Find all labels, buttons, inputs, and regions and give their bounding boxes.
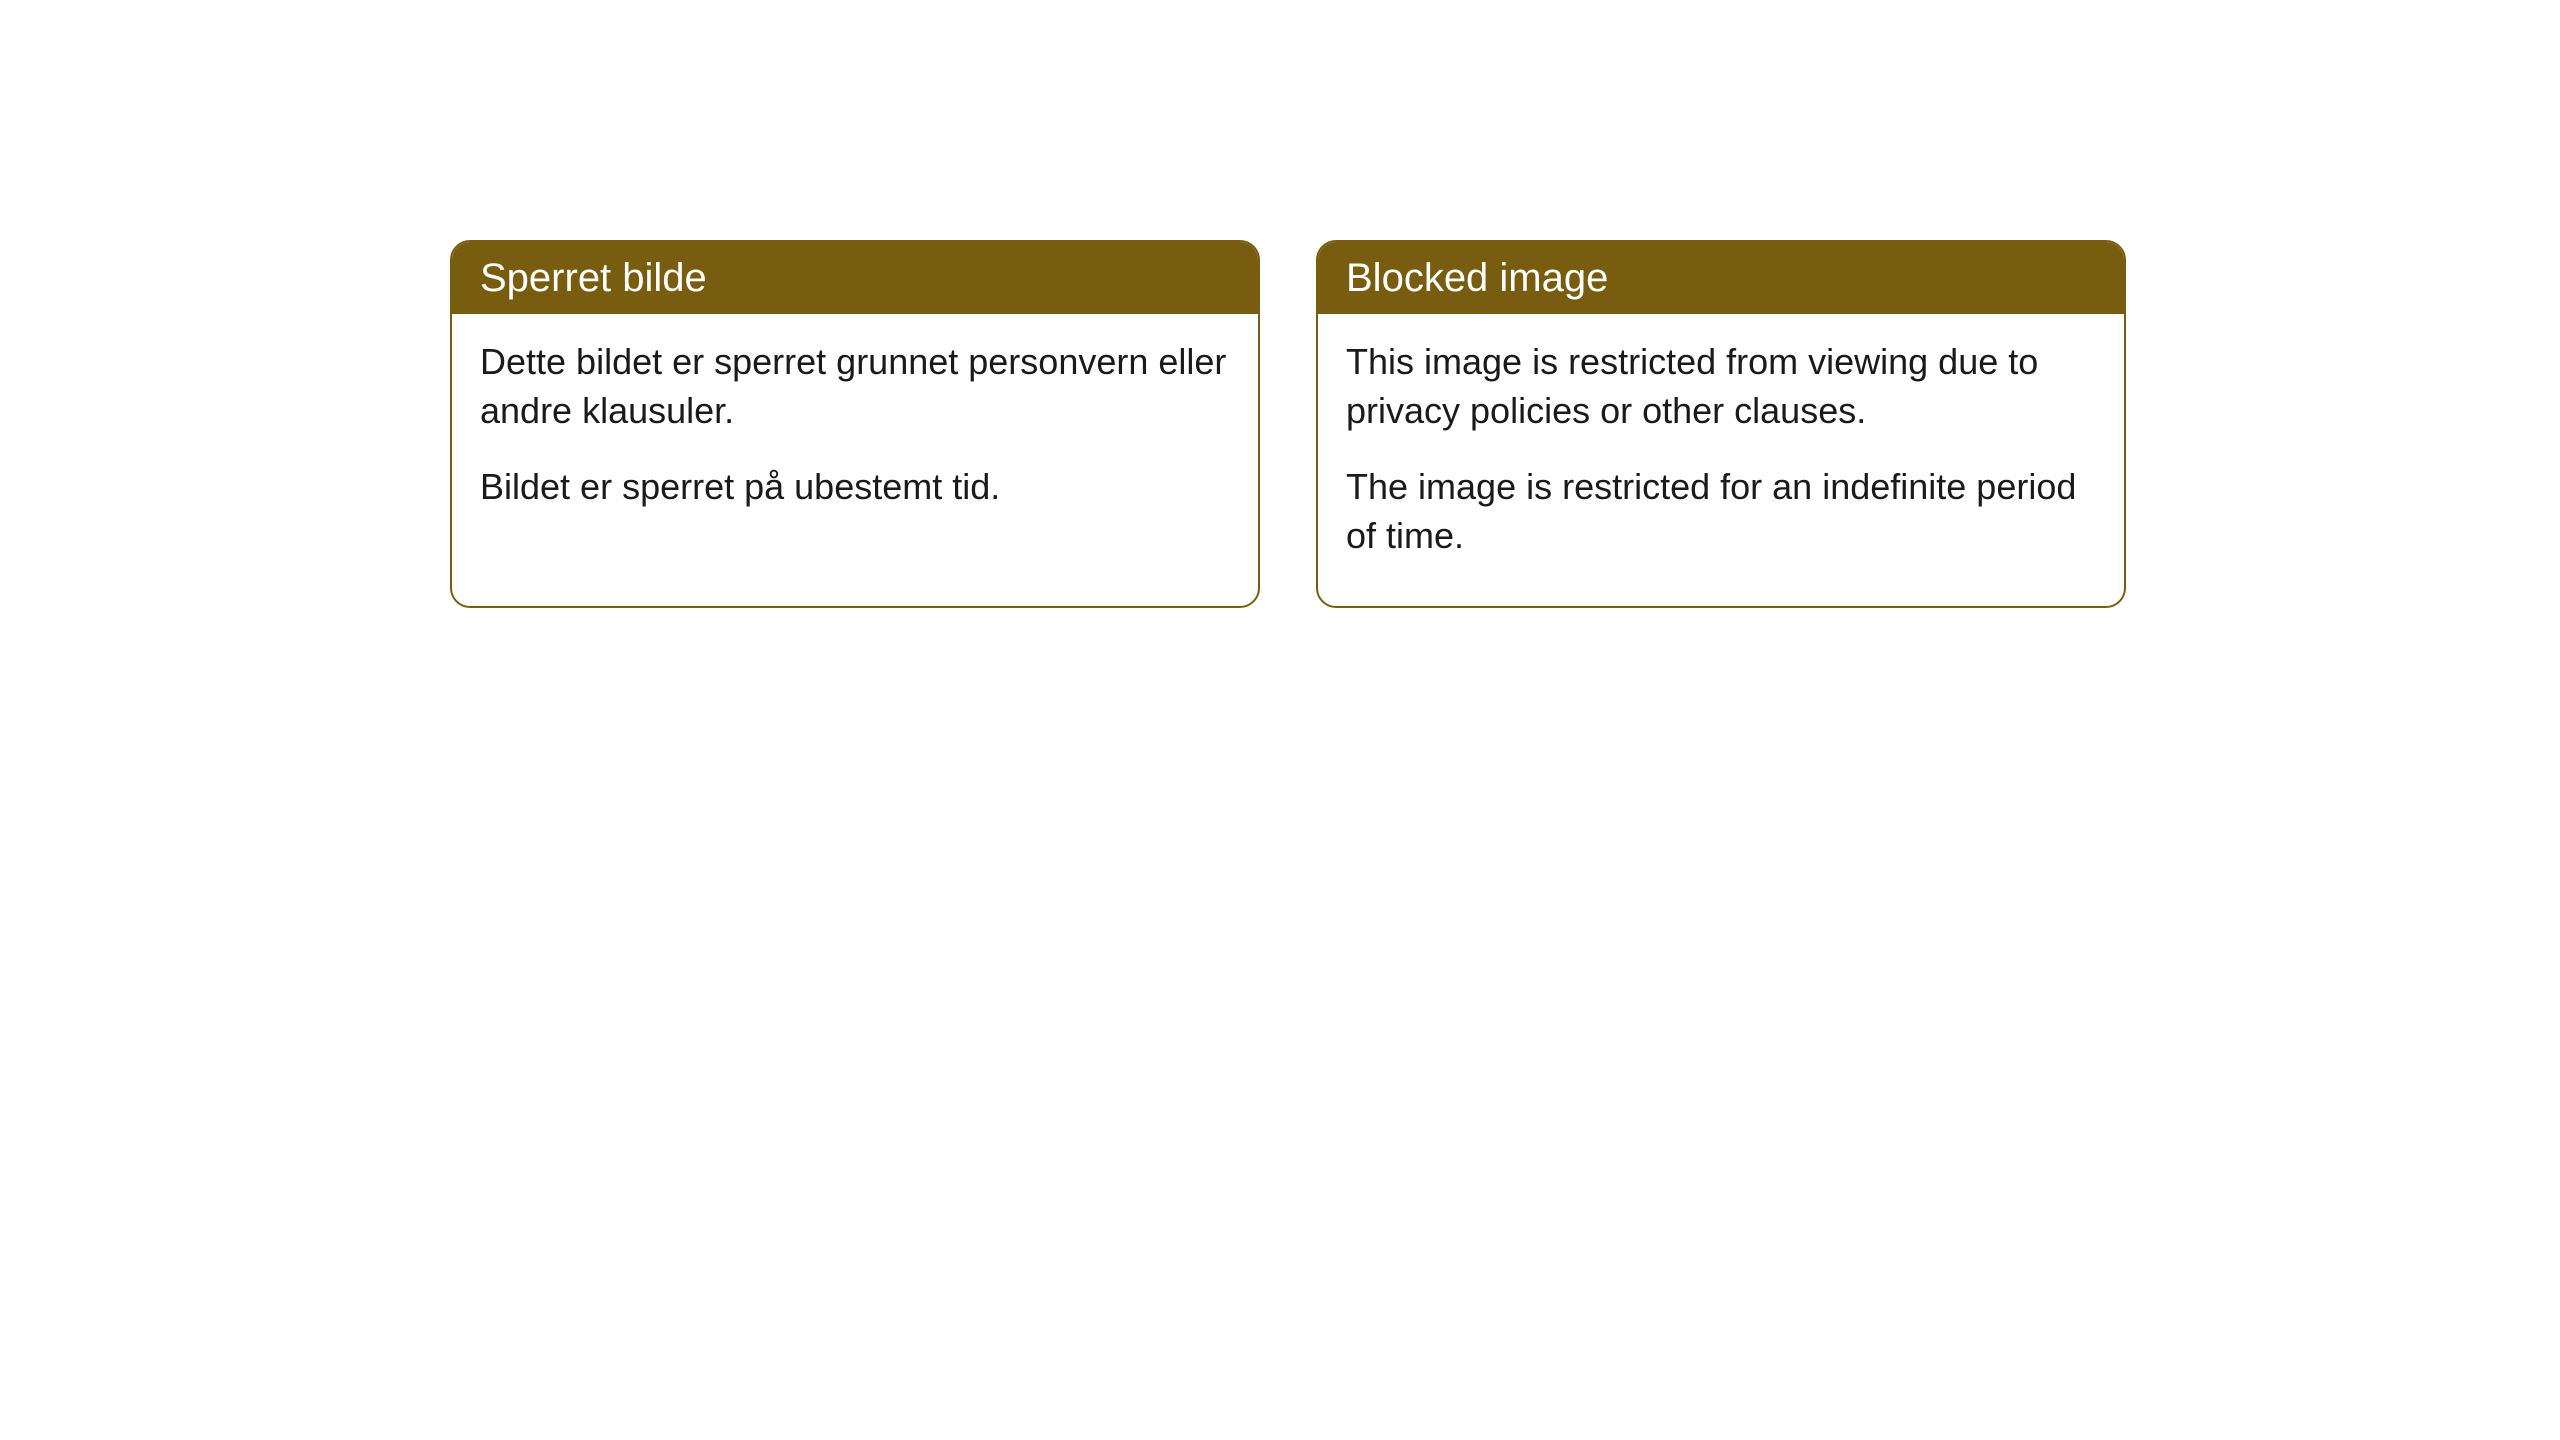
card-text: This image is restricted from viewing du… — [1346, 338, 2096, 435]
card-title: Blocked image — [1318, 242, 2124, 314]
card-text: Bildet er sperret på ubestemt tid. — [480, 463, 1230, 512]
card-text: Dette bildet er sperret grunnet personve… — [480, 338, 1230, 435]
card-text: The image is restricted for an indefinit… — [1346, 463, 2096, 560]
blocked-image-card-english: Blocked image This image is restricted f… — [1316, 240, 2126, 608]
blocked-image-card-norwegian: Sperret bilde Dette bildet er sperret gr… — [450, 240, 1260, 608]
card-body: Dette bildet er sperret grunnet personve… — [452, 314, 1258, 558]
notice-container: Sperret bilde Dette bildet er sperret gr… — [450, 240, 2126, 608]
card-body: This image is restricted from viewing du… — [1318, 314, 2124, 606]
card-title: Sperret bilde — [452, 242, 1258, 314]
